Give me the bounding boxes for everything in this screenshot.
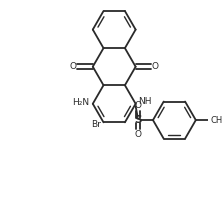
Text: CH₃: CH₃: [210, 116, 222, 125]
Text: O: O: [152, 62, 159, 71]
Text: Br: Br: [92, 120, 101, 129]
Text: H₂N: H₂N: [73, 98, 90, 107]
Text: O: O: [134, 101, 141, 110]
Text: O: O: [69, 62, 77, 71]
Text: NH: NH: [138, 97, 151, 106]
Text: S: S: [134, 115, 141, 125]
Text: O: O: [134, 131, 141, 140]
